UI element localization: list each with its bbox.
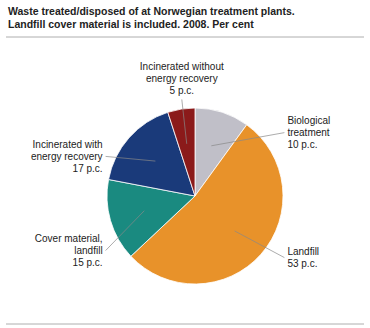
- separator: [6, 37, 364, 38]
- slice-label-line: 53 p.c.: [287, 258, 317, 269]
- slice-label-line: energy recovery: [146, 73, 218, 84]
- slice-label-line: treatment: [287, 127, 329, 138]
- slice-label-line: Landfill: [287, 246, 319, 257]
- slice-label-line: Incinerated without: [140, 61, 224, 72]
- slice-label: Landfill53 p.c.: [287, 246, 319, 269]
- slice-label-line: energy recovery: [31, 151, 103, 162]
- slice-label-line: landfill: [74, 245, 102, 256]
- title-line: Waste treated/disposed of at Norwegian t…: [8, 5, 295, 17]
- slice-label: Incinerated withoutenergy recovery5 p.c.: [140, 61, 224, 96]
- slice-label-line: 5 p.c.: [170, 85, 194, 96]
- pie-slice: [168, 108, 195, 196]
- leader-line: [106, 211, 145, 251]
- slice-label: Cover material,landfill15 p.c.: [35, 233, 103, 268]
- title: Waste treated/disposed of at Norwegian t…: [8, 5, 295, 30]
- separator: [6, 324, 364, 325]
- slice-label: Incinerated withenergy recovery17 p.c.: [31, 139, 103, 174]
- slice-label: Biologicaltreatment10 p.c.: [287, 115, 330, 150]
- slice-label-line: Cover material,: [35, 233, 103, 244]
- chart: Waste treated/disposed of at Norwegian t…: [0, 0, 370, 328]
- leader-line: [182, 99, 187, 143]
- slice-label-line: Biological: [287, 115, 330, 126]
- leader-line: [211, 133, 284, 146]
- pie: Biologicaltreatment10 p.c. Landfill53 p.c…: [31, 61, 330, 284]
- leader-line: [106, 156, 156, 161]
- slice-label-line: 17 p.c.: [73, 163, 103, 174]
- slice-label-line: 10 p.c.: [287, 139, 317, 150]
- title-line: Landfill cover material is included. 200…: [8, 18, 254, 30]
- slice-label-line: Incinerated with: [33, 139, 103, 150]
- leader-line: [235, 231, 285, 258]
- slice-label-line: 15 p.c.: [73, 257, 103, 268]
